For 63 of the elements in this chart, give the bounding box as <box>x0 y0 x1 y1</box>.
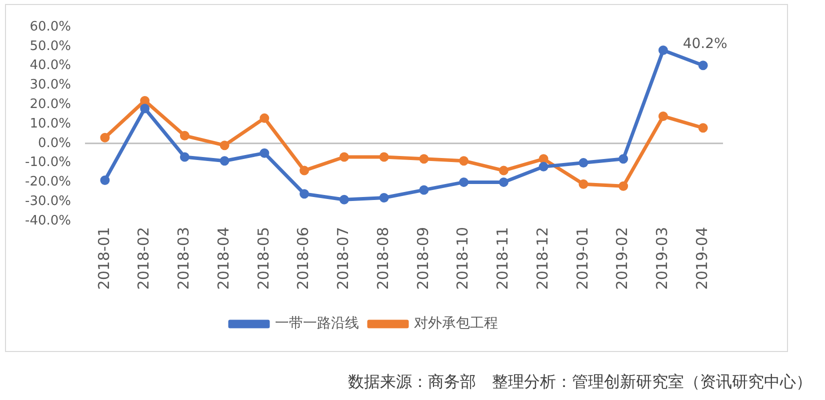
point <box>618 154 628 164</box>
point <box>180 130 190 140</box>
point <box>459 177 469 187</box>
point <box>658 111 668 121</box>
legend-label: 一带一路沿线 <box>275 316 359 332</box>
x-tick-label: 2018-08 <box>374 227 392 290</box>
y-tick-label: 50.0% <box>30 38 71 54</box>
x-tick-label: 2018-04 <box>214 227 232 290</box>
point <box>419 154 429 164</box>
y-tick-label: -20.0% <box>25 174 71 190</box>
x-tick-label: 2019-04 <box>692 227 711 290</box>
point <box>300 166 310 176</box>
y-tick-label: 40.0% <box>30 58 71 74</box>
y-tick-label: 30.0% <box>30 78 71 93</box>
point <box>100 132 110 142</box>
point <box>379 192 389 202</box>
point <box>459 156 469 166</box>
point <box>339 194 349 204</box>
x-tick-label: 2018-05 <box>254 227 272 290</box>
x-tick-label: 2018-06 <box>294 227 312 290</box>
y-tick-label: 20.0% <box>30 96 71 112</box>
x-tick-label: 2018-03 <box>174 227 193 290</box>
y-tick-label: 0.0% <box>38 136 71 151</box>
point <box>140 104 150 114</box>
x-tick-label: 2018-07 <box>334 227 352 290</box>
point <box>698 123 708 133</box>
y-tick-label: 10.0% <box>30 116 71 132</box>
point <box>379 152 389 162</box>
data-label: 40.2% <box>682 36 728 52</box>
point <box>260 148 270 158</box>
point <box>180 152 190 162</box>
point <box>538 162 548 172</box>
x-tick-label: 2018-01 <box>94 227 113 290</box>
point <box>578 158 588 168</box>
point <box>220 140 230 150</box>
x-tick-label: 2018-02 <box>134 227 153 290</box>
y-tick-label: -10.0% <box>25 155 71 170</box>
y-tick-label: 60.0% <box>30 19 71 34</box>
point <box>220 156 230 166</box>
source-note: 数据来源：商务部 整理分析：管理创新研究室（资讯研究中心） <box>348 372 812 392</box>
x-tick-label: 2018-12 <box>533 227 552 290</box>
y-tick-label: -40.0% <box>25 213 71 228</box>
point <box>618 181 628 191</box>
point <box>698 60 708 70</box>
point <box>578 179 588 189</box>
point <box>498 166 508 176</box>
point <box>538 154 548 164</box>
x-tick-label: 2019-02 <box>613 227 632 290</box>
point <box>339 152 349 162</box>
point <box>498 177 508 187</box>
x-tick-label: 2019-03 <box>653 227 672 290</box>
point <box>100 176 110 186</box>
point <box>140 96 150 106</box>
legend-label: 对外承包工程 <box>414 316 498 332</box>
x-tick-label: 2018-11 <box>494 227 512 290</box>
point <box>658 46 668 56</box>
x-tick-label: 2018-09 <box>414 227 432 290</box>
point <box>260 113 270 123</box>
x-tick-label: 2019-01 <box>573 227 592 290</box>
y-tick-label: -30.0% <box>25 194 71 209</box>
x-tick-label: 2018-10 <box>454 227 472 290</box>
point <box>300 189 310 199</box>
point <box>419 185 429 195</box>
